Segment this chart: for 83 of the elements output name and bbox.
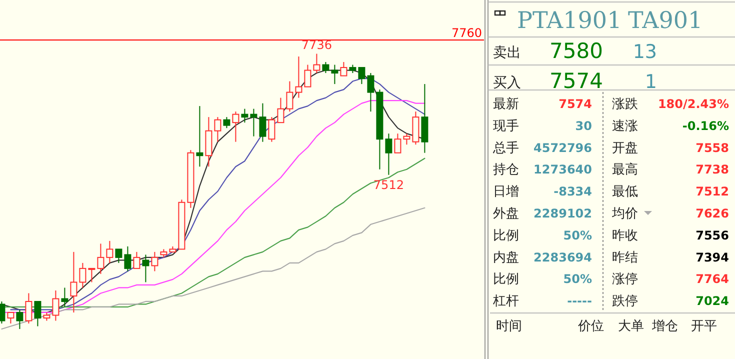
- candlestick: [70, 251, 78, 313]
- text: -0.16%: [682, 118, 729, 133]
- text: 50%: [563, 228, 592, 242]
- candlestick: [187, 150, 194, 208]
- text: 7574: [550, 69, 603, 93]
- candlestick: [52, 290, 60, 322]
- text: 卖出: [493, 45, 521, 61]
- text: 昨收: [612, 228, 638, 244]
- text: 开平: [691, 319, 717, 334]
- text: 7738: [696, 162, 729, 177]
- text: 昨结: [612, 250, 638, 266]
- text: 7626: [696, 206, 729, 220]
- text: 日增: [493, 184, 519, 200]
- candlestick: [331, 64, 338, 85]
- text: 最高: [612, 162, 638, 178]
- annotation: 7512: [373, 178, 404, 192]
- annotation: 7736: [301, 38, 332, 52]
- candlestick: [142, 254, 150, 283]
- candlestick: [205, 116, 212, 168]
- candlestick: [367, 72, 374, 112]
- candlestick: [376, 89, 384, 170]
- text: 7394: [696, 250, 729, 264]
- text: 7764: [696, 272, 729, 286]
- text: 13: [632, 41, 657, 63]
- text: 涨停: [612, 272, 638, 288]
- text: 7558: [696, 140, 729, 155]
- text: 大单: [618, 319, 644, 334]
- text: 均价: [611, 206, 638, 222]
- candlestick: [97, 243, 104, 274]
- candlestick: [160, 248, 168, 258]
- candlestick: [61, 287, 68, 308]
- candlestick: [259, 102, 266, 142]
- text: 1273640: [534, 162, 592, 177]
- text: 30: [575, 118, 592, 133]
- candlestick: [250, 108, 258, 137]
- candlestick: [196, 106, 204, 168]
- text: 7556: [696, 228, 729, 242]
- text: 买入: [493, 75, 521, 91]
- text: PTA1901: [517, 8, 622, 34]
- text: 50%: [563, 272, 592, 286]
- text: 内盘: [493, 250, 519, 266]
- text: 7512: [696, 184, 729, 199]
- text: 外盘: [493, 206, 519, 222]
- text: 开盘: [612, 140, 638, 156]
- text: 180/2.43%: [658, 97, 729, 111]
- text: 时间: [496, 319, 522, 334]
- text: 7760: [451, 26, 482, 40]
- candlestick: [79, 262, 86, 288]
- text: 最低: [612, 184, 638, 200]
- candlestick: [232, 111, 240, 142]
- text: 1: [644, 71, 657, 93]
- candlestick: [106, 240, 114, 264]
- text: 涨跌: [612, 97, 638, 112]
- text: 7580: [550, 39, 603, 63]
- text: 现手: [493, 118, 519, 134]
- text: 7024: [696, 294, 729, 308]
- text: 2283694: [534, 250, 592, 264]
- text: 跌停: [612, 294, 638, 310]
- text: 比例: [493, 272, 519, 288]
- text: 最新: [493, 97, 519, 112]
- text: 4572796: [534, 140, 592, 155]
- text: 7574: [558, 97, 592, 111]
- text: -8334: [554, 184, 592, 199]
- candlestick: [421, 84, 428, 154]
- text: 2289102: [534, 206, 592, 220]
- candlestick: [268, 116, 276, 142]
- text: TA901: [628, 8, 703, 34]
- text: -----: [567, 294, 592, 308]
- candlestick: [25, 292, 32, 324]
- text: 持仓: [493, 162, 519, 178]
- text: 杠杆: [492, 294, 519, 310]
- candlestick: [214, 116, 222, 142]
- text: 速涨: [612, 118, 638, 134]
- candlestick: [151, 251, 158, 272]
- candlestick: [295, 56, 302, 98]
- candlestick: [385, 133, 392, 176]
- candlestick: [16, 309, 24, 330]
- candlestick: [241, 108, 248, 124]
- text: 比例: [493, 228, 519, 244]
- candlestick: [403, 133, 410, 146]
- text: 价位: [577, 319, 604, 334]
- text: 总手: [492, 140, 519, 156]
- text: 增仓: [651, 319, 678, 334]
